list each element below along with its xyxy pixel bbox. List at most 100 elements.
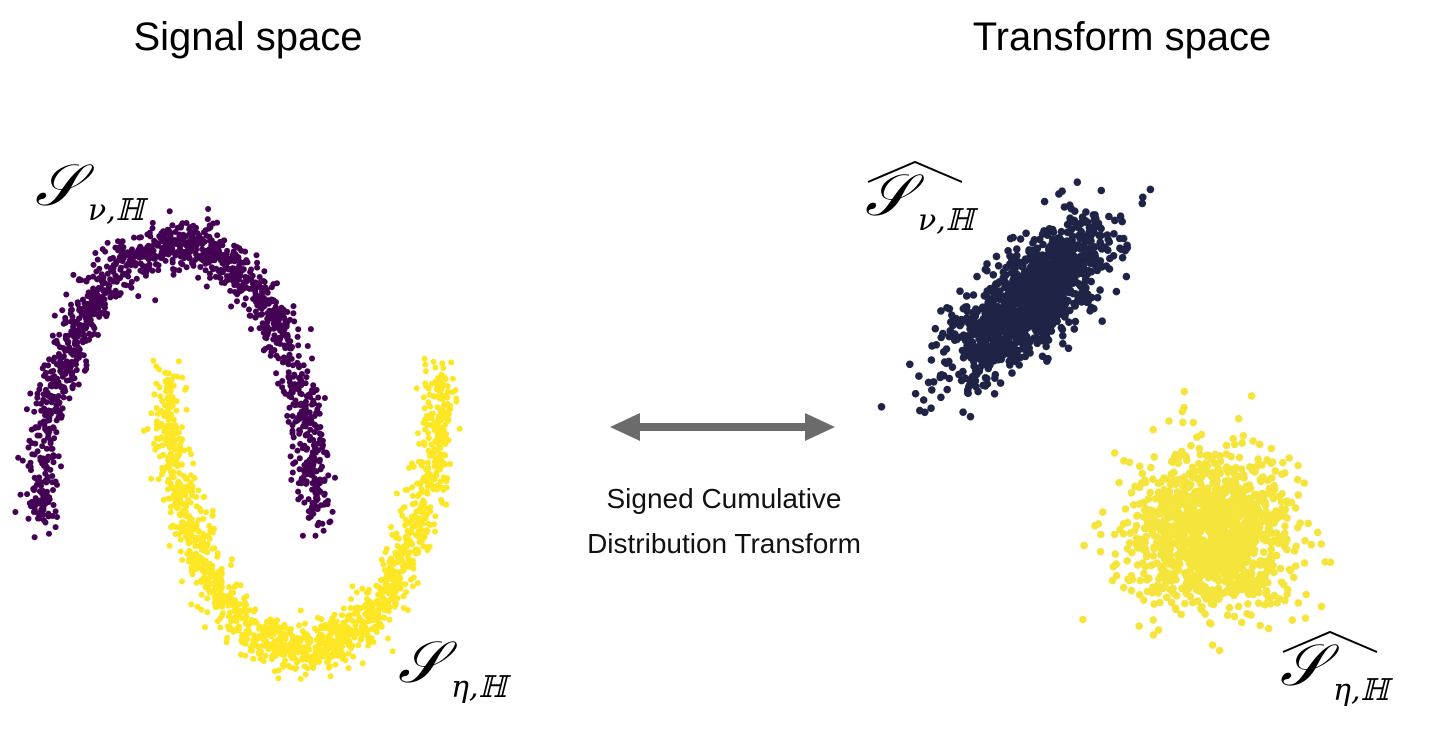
point — [297, 401, 304, 408]
point — [423, 478, 430, 485]
point — [423, 527, 430, 534]
point — [63, 363, 70, 370]
point — [274, 336, 281, 343]
point — [166, 229, 173, 235]
point — [1223, 611, 1232, 620]
point — [456, 425, 463, 432]
point — [177, 536, 184, 543]
point — [1157, 546, 1166, 554]
point — [178, 251, 185, 258]
point — [253, 619, 260, 626]
point — [219, 610, 226, 617]
point — [289, 413, 296, 420]
point — [90, 261, 97, 268]
point — [1173, 592, 1181, 600]
point — [113, 275, 119, 282]
point — [331, 611, 338, 618]
point — [1014, 346, 1022, 355]
point — [1222, 463, 1231, 471]
point — [24, 491, 31, 498]
point — [983, 266, 991, 275]
point — [57, 407, 63, 414]
point — [1154, 626, 1163, 634]
point — [303, 446, 310, 453]
point — [959, 408, 967, 417]
point — [420, 394, 427, 401]
point — [981, 345, 990, 354]
point — [55, 393, 62, 399]
point — [149, 267, 156, 274]
point — [19, 457, 26, 464]
point — [241, 595, 248, 602]
point — [345, 665, 352, 672]
point — [294, 447, 301, 454]
point — [35, 515, 41, 522]
point — [1115, 234, 1124, 243]
point — [399, 512, 406, 519]
point — [106, 282, 113, 289]
point — [1186, 519, 1194, 527]
point — [1276, 564, 1285, 573]
point — [1090, 228, 1098, 237]
point — [318, 502, 324, 509]
point — [289, 443, 296, 450]
point — [68, 301, 74, 308]
point — [332, 661, 339, 668]
point — [378, 556, 385, 563]
point — [380, 561, 387, 568]
point — [928, 386, 936, 394]
point — [242, 295, 249, 302]
point — [386, 604, 393, 611]
point — [70, 351, 76, 358]
point — [315, 519, 322, 526]
point — [1049, 235, 1057, 244]
point — [1257, 477, 1265, 486]
point — [302, 671, 309, 678]
point — [1247, 392, 1256, 400]
point — [1149, 616, 1157, 624]
point — [1059, 339, 1067, 348]
point — [1093, 293, 1102, 302]
point — [142, 272, 149, 279]
point — [1045, 326, 1054, 334]
point — [179, 261, 186, 268]
point — [442, 461, 449, 468]
point — [295, 352, 302, 359]
point — [178, 222, 185, 229]
point — [262, 652, 269, 659]
point — [1133, 544, 1142, 552]
point — [60, 320, 67, 327]
point — [165, 377, 172, 384]
point — [38, 482, 45, 489]
point — [877, 403, 886, 411]
point — [437, 445, 444, 451]
point — [1055, 241, 1063, 249]
point — [27, 464, 34, 470]
point — [990, 303, 998, 312]
point — [440, 403, 447, 410]
point — [190, 228, 197, 235]
point — [430, 358, 437, 365]
point — [332, 474, 338, 481]
point — [1079, 251, 1088, 260]
point — [75, 381, 82, 388]
point — [213, 571, 220, 578]
point — [395, 535, 402, 542]
point — [168, 524, 175, 531]
point — [349, 617, 355, 624]
point — [49, 374, 56, 381]
point — [177, 446, 184, 453]
point — [170, 271, 177, 278]
point — [121, 281, 128, 288]
point — [170, 416, 177, 423]
point — [174, 505, 180, 512]
point — [280, 354, 287, 361]
point — [214, 550, 221, 557]
point — [229, 265, 236, 272]
point — [190, 559, 197, 566]
point — [146, 229, 153, 236]
point — [1177, 610, 1185, 619]
point — [230, 589, 237, 596]
point — [167, 430, 173, 437]
